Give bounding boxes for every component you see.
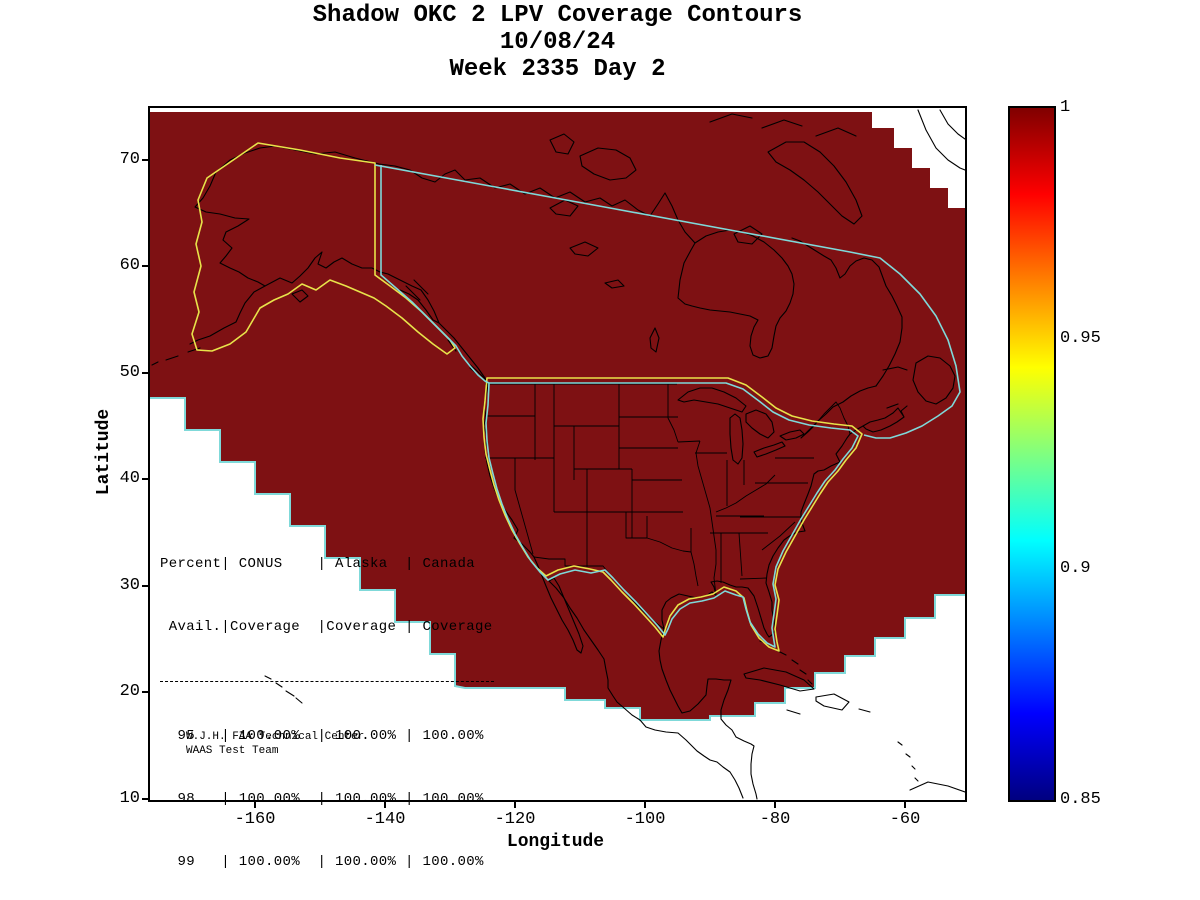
coverage-edge-fringe (150, 397, 965, 721)
y-tick-label: 30 (119, 576, 140, 595)
x-tick-mark (904, 802, 906, 808)
x-tick-mark (644, 802, 646, 808)
table-row: 98 | 100.00% | 100.00% | 100.00% (160, 791, 484, 807)
y-tick-mark (142, 478, 148, 480)
coverage-table: Percent| CONUS | Alaska | Canada Avail.|… (160, 512, 494, 900)
title-line-2: 10/08/24 (499, 29, 616, 56)
newfoundland (912, 355, 956, 405)
x-tick-mark (254, 802, 256, 808)
x-axis-label: Longitude (506, 832, 605, 852)
y-tick-mark (142, 265, 148, 267)
x-tick-label: -100 (624, 810, 666, 829)
arctic-islands (549, 113, 863, 245)
greenland-coast (917, 109, 965, 171)
colorbar-tick-label: 0.9 (1060, 559, 1091, 578)
y-tick-label: 10 (119, 789, 140, 808)
y-axis-label: Latitude (94, 408, 114, 496)
canada-lakes (549, 199, 660, 353)
title-line-1: Shadow OKC 2 LPV Coverage Contours (312, 2, 803, 29)
alaska-west-coast (189, 171, 266, 345)
x-tick-label: -120 (494, 810, 536, 829)
maritimes-coast (862, 366, 908, 433)
x-tick-label: -80 (759, 810, 791, 829)
x-tick-label: -140 (364, 810, 406, 829)
aleutian-islands (151, 347, 201, 366)
credit-line-2: WAAS Test Team (186, 745, 279, 757)
colorbar (1008, 106, 1056, 802)
hawaii-islands (264, 675, 303, 704)
colorbar-tick-label: 0.95 (1060, 329, 1101, 348)
alaska-service-volume-yellow (191, 142, 456, 355)
coverage-region (150, 112, 965, 720)
y-tick-mark (142, 585, 148, 587)
kodiak-island (291, 289, 309, 303)
table-row: 95 | 100.00% | 100.00% | 100.00% (160, 728, 484, 744)
state-lines (485, 384, 814, 596)
colorbar-tick-label: 1 (1060, 98, 1071, 117)
arctic-coastline (215, 145, 696, 244)
conus-service-volume-cyan (485, 382, 859, 648)
map-plot-area (148, 106, 967, 802)
labrador-coast (791, 237, 903, 387)
y-tick-mark (142, 372, 148, 374)
great-lakes (677, 387, 805, 465)
hudson-bay (677, 229, 795, 359)
canada-service-volume-cyan (374, 164, 961, 439)
y-tick-mark (142, 691, 148, 693)
table-separator (160, 681, 494, 682)
credit-line-1: W.J.H. FAA Technical Center (186, 731, 365, 743)
alaska-south-coast (264, 251, 440, 324)
mexico-gulf-coast (658, 628, 758, 800)
panhandle-islands (405, 279, 429, 301)
y-tick-label: 60 (119, 256, 140, 275)
table-row: 99 | 100.00% | 100.00% | 100.00% (160, 854, 484, 870)
y-tick-mark (142, 798, 148, 800)
x-tick-label: -160 (234, 810, 276, 829)
y-tick-label: 40 (119, 469, 140, 488)
alaska-border-cyan (380, 165, 490, 384)
mexico-west-coast (548, 580, 744, 799)
table-header-line-1: Percent| CONUS | Alaska | Canada (160, 556, 476, 572)
chart-title: Shadow OKC 2 LPV Coverage Contours 10/08… (150, 2, 965, 83)
x-tick-label: -60 (889, 810, 921, 829)
st-lawrence (800, 385, 877, 439)
x-tick-mark (774, 802, 776, 808)
us-canada-border (485, 383, 851, 439)
y-tick-label: 70 (119, 150, 140, 169)
title-line-3: Week 2335 Day 2 (449, 56, 666, 83)
y-tick-label: 50 (119, 363, 140, 382)
colorbar-tick-label: 0.85 (1060, 790, 1101, 809)
y-tick-label: 20 (119, 682, 140, 701)
caribbean-islands (743, 650, 965, 793)
x-tick-mark (384, 802, 386, 808)
x-tick-mark (514, 802, 516, 808)
map-canvas (150, 109, 965, 800)
table-header-line-2: Avail.|Coverage |Coverage | Coverage (160, 619, 493, 635)
credit-text: W.J.H. FAA Technical Center WAAS Test Te… (186, 730, 364, 758)
y-tick-mark (142, 159, 148, 161)
service-volume-contours-cyan (374, 164, 961, 648)
